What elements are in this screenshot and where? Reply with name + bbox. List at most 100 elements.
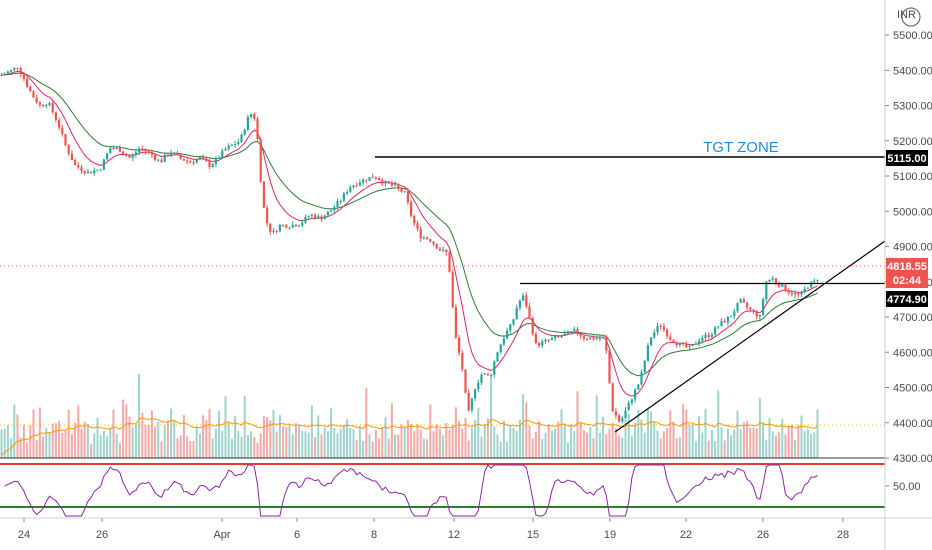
candle-body <box>64 134 67 146</box>
volume-bar <box>710 429 713 458</box>
volume-bar <box>800 415 803 458</box>
candle-body <box>67 145 70 154</box>
candle-body <box>38 102 41 105</box>
candle-body <box>522 295 525 301</box>
volume-ma-line <box>1 417 818 456</box>
volume-bar <box>627 413 630 458</box>
volume-bar <box>0 429 3 458</box>
volume-bar <box>659 438 662 458</box>
candle-body <box>477 382 480 390</box>
volume-bar <box>387 438 390 458</box>
candle-body <box>304 216 307 223</box>
candle-body <box>470 398 473 411</box>
candle-body <box>586 338 589 340</box>
candle-body <box>605 337 608 351</box>
volume-bar <box>314 436 317 458</box>
candle-body <box>813 280 816 282</box>
candle-body <box>147 151 150 153</box>
volume-bar <box>106 436 109 458</box>
candle-body <box>467 392 470 411</box>
volume-bar <box>192 441 195 458</box>
candle-body <box>349 187 352 193</box>
candle-body <box>195 159 198 163</box>
candle-body <box>346 192 349 194</box>
volume-bar <box>422 438 425 458</box>
candle-body <box>515 307 518 320</box>
volume-bar <box>19 437 22 458</box>
volume-bar <box>483 424 486 458</box>
candle-body <box>397 184 400 189</box>
volume-bar <box>666 428 669 458</box>
candle-body <box>176 152 179 155</box>
volume-bar <box>307 432 310 458</box>
candle-body <box>672 339 675 343</box>
volume-bar <box>61 432 64 458</box>
volume-bar <box>16 414 19 458</box>
candle-body <box>432 241 435 244</box>
candle-body <box>234 144 237 146</box>
volume-bar <box>790 425 793 458</box>
candle-body <box>307 216 310 218</box>
volume-bar <box>93 433 96 458</box>
candle-body <box>589 337 592 340</box>
price-tick-label: 4900.00 <box>893 242 932 254</box>
volume-bar <box>416 424 419 458</box>
candle-body <box>70 153 73 161</box>
candle-body <box>198 157 201 160</box>
rsi-tick-label: 50.00 <box>893 481 921 493</box>
candle-body <box>144 148 147 152</box>
candle-body <box>166 154 169 156</box>
ema-slow-line <box>1 72 818 377</box>
candle-body <box>368 177 371 181</box>
volume-bar <box>637 409 640 458</box>
volume-bar <box>198 433 201 458</box>
volume-bars <box>0 374 819 458</box>
volume-bar <box>186 436 189 458</box>
volume-bar <box>90 444 93 458</box>
candle-body <box>816 280 819 282</box>
candle-body <box>83 170 86 174</box>
candle-body <box>320 216 323 220</box>
volume-bar <box>470 427 473 458</box>
volume-bar <box>739 429 742 458</box>
volume-bar <box>442 435 445 458</box>
volume-bar <box>13 404 16 458</box>
candle-body <box>445 249 448 253</box>
volume-bar <box>346 419 349 458</box>
time-tick-label: 8 <box>371 529 377 541</box>
volume-bar <box>234 415 237 458</box>
candle-body <box>694 343 697 345</box>
volume-bar <box>688 424 691 458</box>
volume-bar <box>141 412 144 458</box>
volume-bar <box>432 431 435 458</box>
volume-bar <box>166 420 169 458</box>
volume-bar <box>410 424 413 458</box>
volume-bar <box>285 427 288 458</box>
candle-body <box>614 411 617 416</box>
currency-label: INR <box>897 9 916 21</box>
volume-bar <box>134 424 137 458</box>
tgt-zone-label: TGT ZONE <box>703 139 779 156</box>
candle-body <box>58 119 61 128</box>
candle-body <box>458 337 461 353</box>
settings-icon[interactable] <box>901 7 921 27</box>
candle-body <box>19 68 22 74</box>
volume-bar <box>429 404 432 458</box>
candle-body <box>570 331 573 333</box>
candle-body <box>701 338 704 341</box>
volume-bar <box>259 433 262 458</box>
candle-body <box>746 302 749 308</box>
candle-body <box>48 102 51 105</box>
candle-body <box>794 293 797 295</box>
volume-bar <box>394 434 397 458</box>
price-tick-label: 5400.00 <box>893 65 932 77</box>
currency-badge[interactable]: INR <box>897 7 921 27</box>
candle-body <box>118 147 121 152</box>
volume-bar <box>704 408 707 458</box>
candle-body <box>506 330 509 339</box>
volume-bar <box>102 430 105 458</box>
candle-body <box>29 86 32 92</box>
candle-body <box>96 169 99 171</box>
time-tick-label: 12 <box>448 529 460 541</box>
